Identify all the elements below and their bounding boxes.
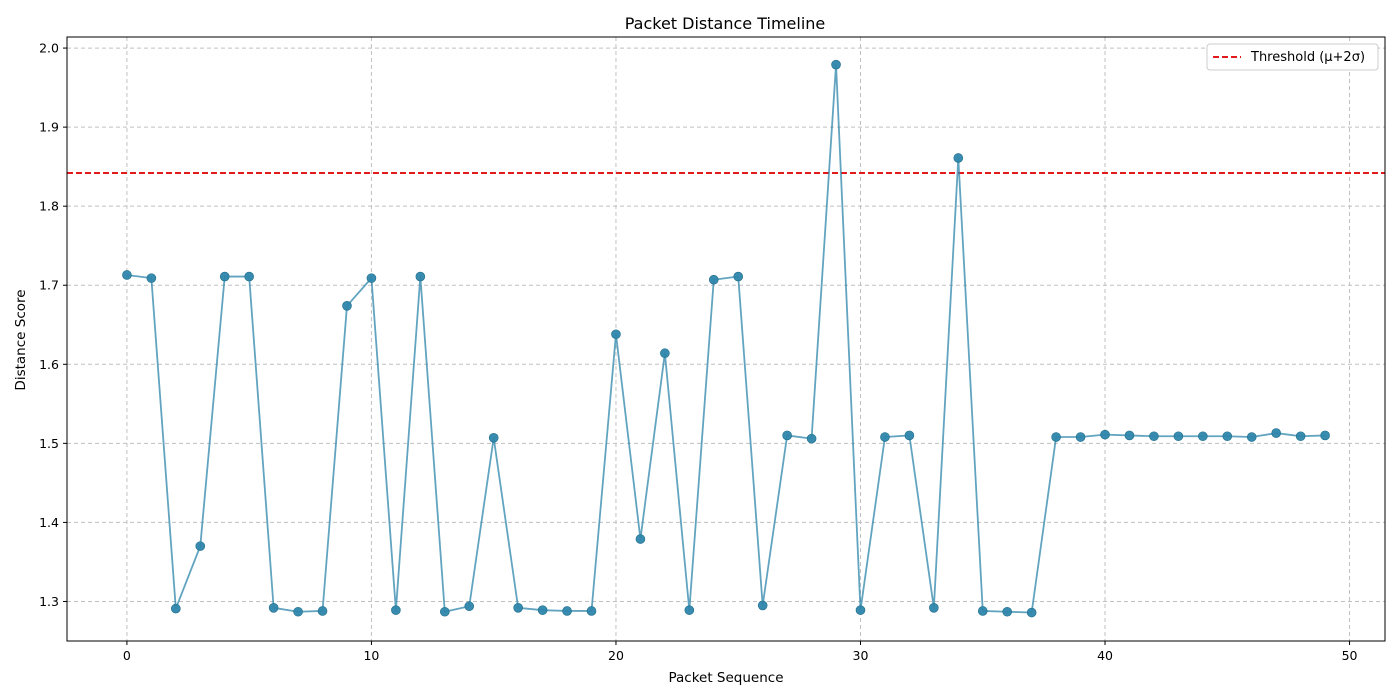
y-tick-label: 1.9: [39, 120, 59, 135]
data-point: [611, 329, 621, 340]
data-point: [317, 606, 328, 616]
y-tick-label: 1.3: [39, 594, 59, 609]
legend-box: [1206, 43, 1379, 71]
data-point: [929, 602, 939, 613]
data-point: [635, 534, 646, 544]
data-point: [1124, 430, 1135, 441]
data-point: [1051, 432, 1061, 442]
data-point: [880, 432, 890, 442]
x-tick-label: 30: [853, 648, 869, 663]
data-point: [977, 606, 988, 616]
chart-title: Packet Distance Timeline: [625, 14, 826, 33]
y-tick-label: 1.5: [39, 436, 59, 451]
data-point: [1271, 428, 1281, 438]
data-point: [855, 605, 866, 615]
data-point: [1002, 606, 1013, 617]
data-point: [1320, 430, 1330, 441]
data-point: [953, 153, 964, 163]
series-layer: [122, 59, 1330, 618]
x-axis: 0 10 20 30 40 50: [123, 641, 1358, 663]
y-tick-label: 1.4: [39, 515, 59, 530]
x-tick-label: 20: [608, 648, 624, 663]
data-point: [464, 601, 475, 612]
data-point: [171, 603, 181, 614]
data-point: [586, 606, 597, 616]
data-point: [146, 273, 157, 283]
data-point: [122, 270, 132, 280]
data-point: [1198, 431, 1208, 442]
y-axis-title: Distance Score: [13, 289, 29, 390]
data-point: [268, 602, 279, 613]
data-point: [439, 606, 450, 617]
data-point: [1100, 429, 1110, 440]
data-point: [562, 606, 572, 616]
data-point: [366, 273, 377, 283]
grid-lines: [67, 37, 1385, 641]
y-axis: 1.3 1.4 1.5 1.6 1.7 1.8 1.9 2.0: [39, 41, 67, 609]
y-tick-label: 1.7: [39, 278, 59, 293]
data-point: [1246, 432, 1257, 442]
data-point: [1295, 431, 1306, 442]
data-point: [1173, 431, 1184, 442]
data-point: [1222, 431, 1233, 442]
x-tick-label: 0: [123, 648, 131, 663]
legend: Threshold (μ+2σ): [1206, 43, 1379, 71]
data-point: [219, 271, 230, 282]
data-point: [831, 59, 841, 70]
data-point: [684, 605, 695, 615]
data-point: [244, 271, 254, 282]
data-point: [757, 600, 768, 611]
data-point: [342, 300, 352, 311]
y-tick-label: 2.0: [39, 41, 59, 56]
legend-threshold-label: Threshold (μ+2σ): [1250, 50, 1365, 65]
data-point: [195, 541, 206, 551]
x-tick-label: 40: [1097, 648, 1113, 663]
data-point: [293, 606, 303, 617]
data-point: [1075, 432, 1086, 442]
x-tick-label: 10: [363, 648, 379, 663]
data-point: [733, 271, 744, 282]
data-point: [782, 430, 792, 441]
data-point: [488, 433, 499, 443]
data-point: [904, 430, 915, 441]
data-point: [806, 433, 817, 444]
plot-frame: [66, 36, 1386, 642]
y-tick-label: 1.8: [39, 199, 59, 214]
data-point: [660, 348, 670, 359]
data-point: [1149, 431, 1159, 442]
data-point: [708, 274, 719, 285]
data-point: [513, 602, 523, 613]
data-point: [391, 605, 401, 615]
x-axis-title: Packet Sequence: [668, 670, 783, 686]
data-point: [415, 271, 426, 282]
data-point: [537, 605, 548, 615]
data-point: [1026, 607, 1037, 618]
y-tick-label: 1.6: [39, 357, 59, 372]
x-tick-label: 50: [1342, 648, 1358, 663]
